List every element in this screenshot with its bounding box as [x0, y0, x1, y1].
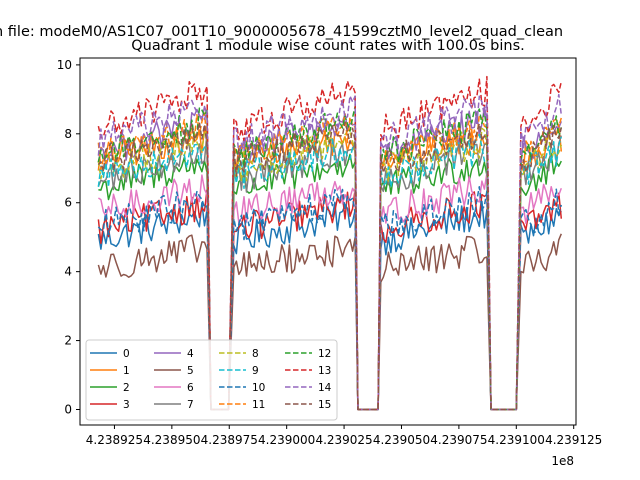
- y-tick-label: 2: [64, 334, 72, 348]
- series-line-14: [97, 93, 563, 411]
- x-tick-label: 4.239075: [430, 433, 487, 447]
- series-line-12: [97, 105, 563, 411]
- series-line-15: [97, 121, 563, 411]
- y-tick-label: 6: [64, 196, 72, 210]
- legend-label-5: 5: [187, 365, 194, 377]
- legend-label-11: 11: [252, 399, 265, 411]
- legend-label-14: 14: [318, 382, 332, 394]
- series-layer: [97, 75, 563, 411]
- legend-label-15: 15: [318, 399, 331, 411]
- series-line-6: [97, 172, 563, 411]
- x-axis-offset-label: 1e8: [551, 454, 574, 468]
- y-tick-label: 0: [64, 402, 72, 416]
- series-line-7: [97, 131, 563, 411]
- legend-label-2: 2: [123, 382, 130, 394]
- legend-label-4: 4: [187, 348, 194, 360]
- legend-label-10: 10: [252, 382, 265, 394]
- y-tick-label: 10: [57, 58, 72, 72]
- legend-label-7: 7: [187, 399, 194, 411]
- x-tick-label: 4.239125: [545, 433, 602, 447]
- x-tick-label: 4.239050: [373, 433, 430, 447]
- legend-label-0: 0: [123, 348, 130, 360]
- legend-frame: [85, 339, 338, 421]
- y-tick-label: 4: [64, 265, 72, 279]
- x-tick-label: 4.239100: [488, 433, 545, 447]
- x-tick-label: 4.238950: [143, 433, 200, 447]
- y-tick-label: 8: [64, 127, 72, 141]
- x-tick-label: 4.238975: [201, 433, 258, 447]
- x-tick-label: 4.239025: [315, 433, 372, 447]
- x-tick-label: 4.238925: [86, 433, 143, 447]
- legend-label-9: 9: [252, 365, 259, 377]
- chart-title: Quadrant 1 module wise count rates with …: [131, 38, 525, 54]
- legend-label-12: 12: [318, 348, 331, 360]
- plot-frame: [79, 57, 577, 426]
- legend-label-3: 3: [123, 399, 130, 411]
- series-line-5: [97, 233, 562, 411]
- legend-label-8: 8: [252, 348, 259, 360]
- x-axis: 4.238925 4.238950 4.238975 4.239000 4.239025…: [86, 425, 602, 447]
- y-axis: 0 2 4 6 8 10: [57, 58, 80, 416]
- series-line-3: [97, 188, 563, 411]
- x-tick-label: 4.239000: [258, 433, 315, 447]
- legend-label-13: 13: [318, 365, 331, 377]
- series-line-10: [97, 185, 563, 411]
- legend-label-6: 6: [187, 382, 194, 394]
- figure-suptitle: n file: modeM0/AS1C07_001T10_9000005678_…: [0, 24, 563, 40]
- legend-label-1: 1: [123, 365, 130, 377]
